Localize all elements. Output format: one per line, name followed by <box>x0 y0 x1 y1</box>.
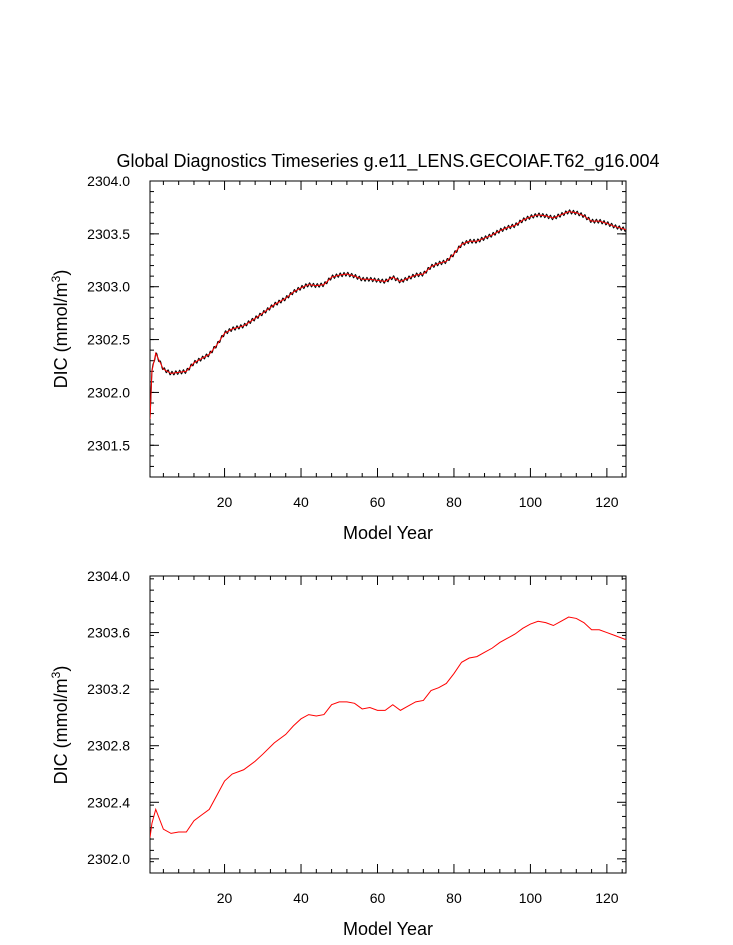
x-tick-label: 100 <box>519 890 543 906</box>
y-axis-title: DIC (mmol/m3) <box>49 666 71 785</box>
x-tick-label: 100 <box>519 494 543 510</box>
y-tick-label: 2302.8 <box>87 738 130 754</box>
plot-frame <box>149 575 627 874</box>
y-tick-label: 2303.0 <box>87 279 130 295</box>
x-tick-label: 80 <box>446 494 462 510</box>
series-line-annual <box>150 616 626 838</box>
x-tick-label: 40 <box>293 494 309 510</box>
x-tick-label: 20 <box>217 890 233 906</box>
y-tick-label: 2302.0 <box>87 384 130 400</box>
chart-title: Global Diagnostics Timeseries g.e11_LENS… <box>117 151 660 172</box>
y-tick-label: 2303.2 <box>87 681 130 697</box>
series-line-monthly <box>150 209 626 419</box>
y-tick-label: 2302.0 <box>87 851 130 867</box>
bottom-panel: 20 40 60 80 100 120 2302.0 2302.4 2302.8 2303.2 23… <box>49 568 627 939</box>
x-tick-label: 80 <box>446 890 462 906</box>
y-tick-label: 2304.0 <box>87 568 130 584</box>
top-panel: 20 40 60 80 100 120 2301.5 2302.0 2302.5 2303.0 23… <box>49 173 627 543</box>
y-tick-label: 2302.4 <box>87 794 130 810</box>
x-axis-title: Model Year <box>343 523 433 543</box>
x-tick-label: 60 <box>370 494 386 510</box>
x-tick-label: 20 <box>217 494 233 510</box>
series-line-annual <box>150 211 626 419</box>
x-tick-label: 60 <box>370 890 386 906</box>
y-tick-label: 2303.6 <box>87 625 130 641</box>
y-tick-label: 2302.5 <box>87 332 130 348</box>
y-axis-title: DIC (mmol/m3) <box>49 270 71 389</box>
x-axis-title: Model Year <box>343 919 433 939</box>
plot-frame <box>149 180 627 478</box>
y-tick-label: 2301.5 <box>87 437 130 453</box>
y-tick-label: 2304.0 <box>87 173 130 189</box>
y-tick-label: 2303.5 <box>87 226 130 242</box>
x-tick-label: 120 <box>595 890 619 906</box>
x-tick-label: 120 <box>595 494 619 510</box>
x-tick-label: 40 <box>293 890 309 906</box>
